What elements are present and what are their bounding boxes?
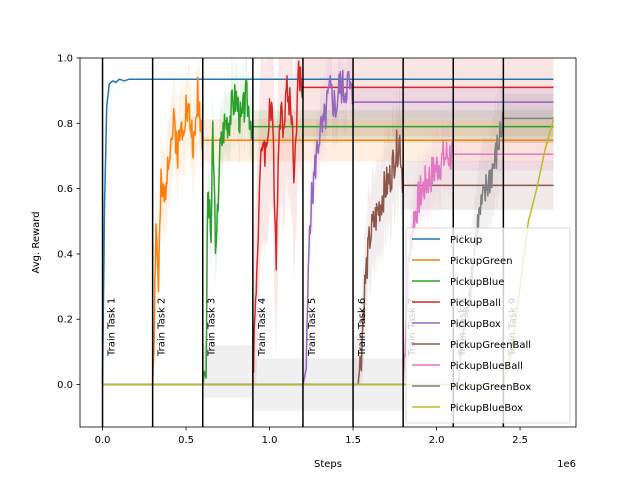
series-pickup: [101, 78, 554, 385]
legend-label: PickupGreenBox: [450, 382, 531, 393]
x-tick-label: 2.5: [512, 435, 528, 446]
series-pickupblue: [102, 78, 554, 386]
y-tick-label: 0.6: [57, 184, 73, 195]
legend-label: PickupGreen: [450, 256, 513, 267]
x-tick-label: 0.0: [95, 435, 111, 446]
x-tick-label: 0.5: [178, 435, 194, 446]
series-pickupgreenball: [102, 129, 554, 386]
training-band-pickupbox: [302, 58, 354, 385]
x-tick-label: 1.0: [262, 435, 278, 446]
series-pickupbox: [102, 69, 554, 386]
y-tick-label: 0.0: [57, 380, 73, 391]
series-pickupball: [102, 60, 554, 386]
task-boundaries: [101, 58, 505, 427]
legend-label: PickupBlueBox: [450, 403, 523, 414]
y-axis: 0.0 0.2 0.4 0.6 0.8 1.0: [57, 54, 80, 391]
x-axis-title: Steps: [314, 459, 342, 470]
x-tick-label: 1.5: [345, 435, 361, 446]
task-label-1: Train Task 1: [107, 298, 118, 357]
zero-band: [202, 345, 253, 398]
task-label-2: Train Task 2: [157, 298, 168, 357]
task-label-3: Train Task 3: [207, 298, 218, 357]
training-band-pickupgreen: [152, 58, 203, 385]
y-tick-label: 0.2: [57, 315, 73, 326]
legend-label: PickupBlueBall: [450, 361, 523, 372]
legend: Pickup PickupGreen PickupBlue PickupBall Pic…: [405, 227, 571, 424]
legend-label: PickupBall: [450, 298, 501, 309]
legend-label: PickupBox: [450, 319, 501, 330]
y-tick-label: 0.8: [57, 119, 73, 130]
y-tick-label: 1.0: [57, 54, 73, 65]
legend-label: Pickup: [450, 235, 482, 246]
x-tick-label: 2.0: [429, 435, 445, 446]
task-label-4: Train Task 4: [257, 298, 268, 357]
y-axis-title: Avg. Reward: [31, 211, 42, 273]
x-axis-offset-label: 1e6: [557, 459, 576, 470]
legend-label: PickupGreenBall: [450, 340, 531, 351]
legend-box: [405, 227, 571, 424]
series-pickupgreen: [102, 76, 554, 386]
task-label-5: Train Task 5: [307, 298, 318, 357]
legend-label: PickupBlue: [450, 277, 504, 288]
training-band-pickupgreenball: [353, 81, 404, 385]
y-tick-label: 0.4: [57, 249, 73, 260]
plot-frame: [79, 57, 577, 428]
task-label-6: Train Task 6: [357, 298, 368, 357]
x-axis: 0.0 0.5 1.0 1.5 2.0 2.5: [95, 427, 528, 446]
